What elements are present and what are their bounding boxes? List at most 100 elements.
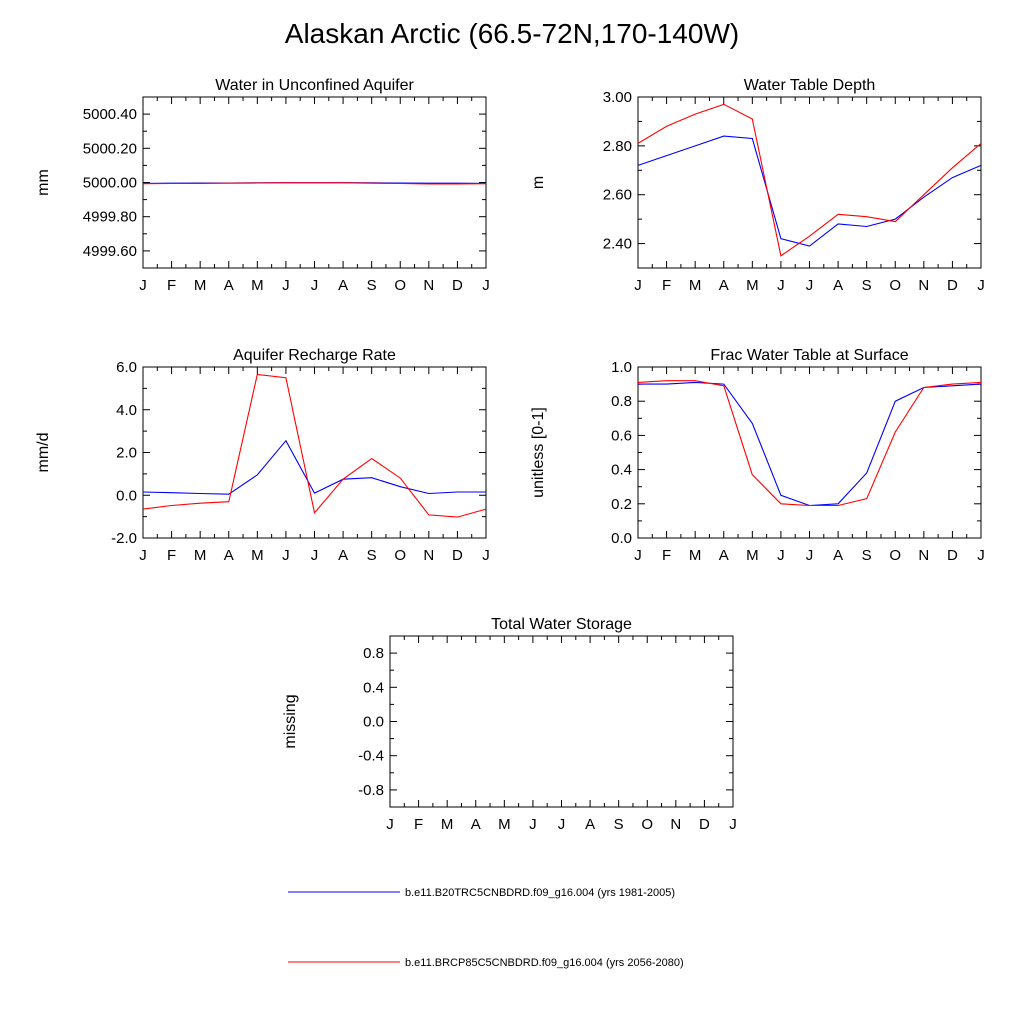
x-tick-label: J — [311, 277, 319, 294]
y-axis-label: m — [530, 176, 547, 189]
y-tick-label: -0.8 — [358, 782, 384, 799]
y-tick-label: 5000.40 — [83, 106, 137, 123]
x-tick-label: J — [806, 547, 814, 564]
x-tick-label: J — [777, 547, 785, 564]
x-tick-label: M — [194, 277, 207, 294]
panel-title: Aquifer Recharge Rate — [233, 347, 396, 364]
x-tick-label: A — [833, 277, 843, 294]
y-tick-label: 0.8 — [611, 393, 632, 410]
y-tick-label: 0.2 — [611, 496, 632, 513]
x-tick-label: F — [167, 277, 176, 294]
y-tick-label: 3.00 — [603, 89, 632, 106]
x-tick-label: A — [833, 547, 843, 564]
x-tick-label: J — [806, 277, 814, 294]
y-axis-label: missing — [282, 694, 299, 748]
x-tick-label: D — [947, 277, 958, 294]
x-tick-label: J — [977, 547, 985, 564]
x-tick-label: J — [634, 547, 642, 564]
x-tick-label: M — [746, 277, 759, 294]
series-line-0 — [142, 439, 486, 495]
y-tick-label: 5000.00 — [83, 175, 137, 192]
x-tick-label: M — [498, 816, 511, 833]
series-line-1 — [142, 182, 487, 185]
x-tick-label: O — [394, 277, 406, 294]
x-tick-label: N — [918, 277, 929, 294]
panel-title: Water Table Depth — [744, 77, 876, 94]
x-tick-label: J — [282, 277, 290, 294]
y-tick-label: -2.0 — [111, 530, 137, 547]
x-tick-label: A — [585, 816, 595, 833]
x-tick-label: J — [482, 547, 490, 564]
x-tick-label: O — [394, 547, 406, 564]
y-tick-label: 0.4 — [363, 679, 384, 696]
x-tick-label: M — [251, 547, 264, 564]
x-tick-label: J — [282, 547, 290, 564]
y-tick-label: 5000.20 — [83, 140, 137, 157]
plot-frame — [637, 366, 982, 539]
panel-title: Frac Water Table at Surface — [710, 347, 908, 364]
x-tick-label: A — [338, 547, 348, 564]
x-tick-label: M — [689, 547, 702, 564]
x-tick-label: M — [746, 547, 759, 564]
x-tick-label: J — [386, 816, 394, 833]
y-tick-label: 2.0 — [116, 445, 137, 462]
x-tick-label: A — [224, 547, 234, 564]
x-tick-label: S — [862, 547, 872, 564]
y-axis-label: unitless [0-1] — [530, 407, 547, 498]
x-tick-label: S — [862, 277, 872, 294]
x-tick-label: O — [889, 277, 901, 294]
x-tick-label: A — [471, 816, 481, 833]
x-tick-label: M — [194, 547, 207, 564]
y-axis-label: mm/d — [35, 433, 52, 473]
y-tick-label: 1.0 — [611, 359, 632, 376]
series-line-1 — [637, 103, 982, 257]
legend-label-0: b.e11.B20TRC5CNBDRD.f09_g16.004 (yrs 198… — [405, 887, 675, 899]
x-tick-label: O — [889, 547, 901, 564]
x-tick-label: D — [452, 277, 463, 294]
plot-frame — [389, 635, 734, 808]
x-tick-label: S — [367, 277, 377, 294]
x-tick-label: A — [719, 547, 729, 564]
x-tick-label: F — [662, 547, 671, 564]
y-tick-label: 2.80 — [603, 138, 632, 155]
x-tick-label: S — [614, 816, 624, 833]
x-tick-label: J — [139, 547, 147, 564]
series-line-1 — [142, 373, 487, 518]
x-tick-label: J — [482, 277, 490, 294]
x-tick-label: J — [529, 816, 537, 833]
x-tick-label: J — [139, 277, 147, 294]
series-line-0 — [637, 135, 982, 247]
y-axis-label: mm — [35, 169, 52, 196]
y-tick-label: 6.0 — [116, 359, 137, 376]
x-tick-label: J — [634, 277, 642, 294]
x-tick-label: N — [423, 277, 434, 294]
series-line-1 — [637, 380, 982, 507]
x-tick-label: J — [558, 816, 566, 833]
y-tick-label: 4999.80 — [83, 209, 137, 226]
x-tick-label: A — [719, 277, 729, 294]
x-tick-label: J — [977, 277, 985, 294]
y-tick-label: 2.60 — [603, 187, 632, 204]
x-tick-label: J — [311, 547, 319, 564]
x-tick-label: A — [338, 277, 348, 294]
y-tick-label: 0.0 — [611, 530, 632, 547]
y-tick-label: 4.0 — [116, 402, 137, 419]
y-tick-label: 2.40 — [603, 236, 632, 253]
panel-title: Total Water Storage — [491, 616, 632, 633]
plot-frame — [637, 96, 982, 269]
x-tick-label: J — [777, 277, 785, 294]
x-tick-label: F — [167, 547, 176, 564]
y-tick-label: -0.4 — [358, 748, 384, 765]
x-tick-label: N — [670, 816, 681, 833]
y-tick-label: 4999.60 — [83, 243, 137, 260]
x-tick-label: M — [251, 277, 264, 294]
y-tick-label: 0.4 — [611, 462, 632, 479]
x-tick-label: O — [641, 816, 653, 833]
